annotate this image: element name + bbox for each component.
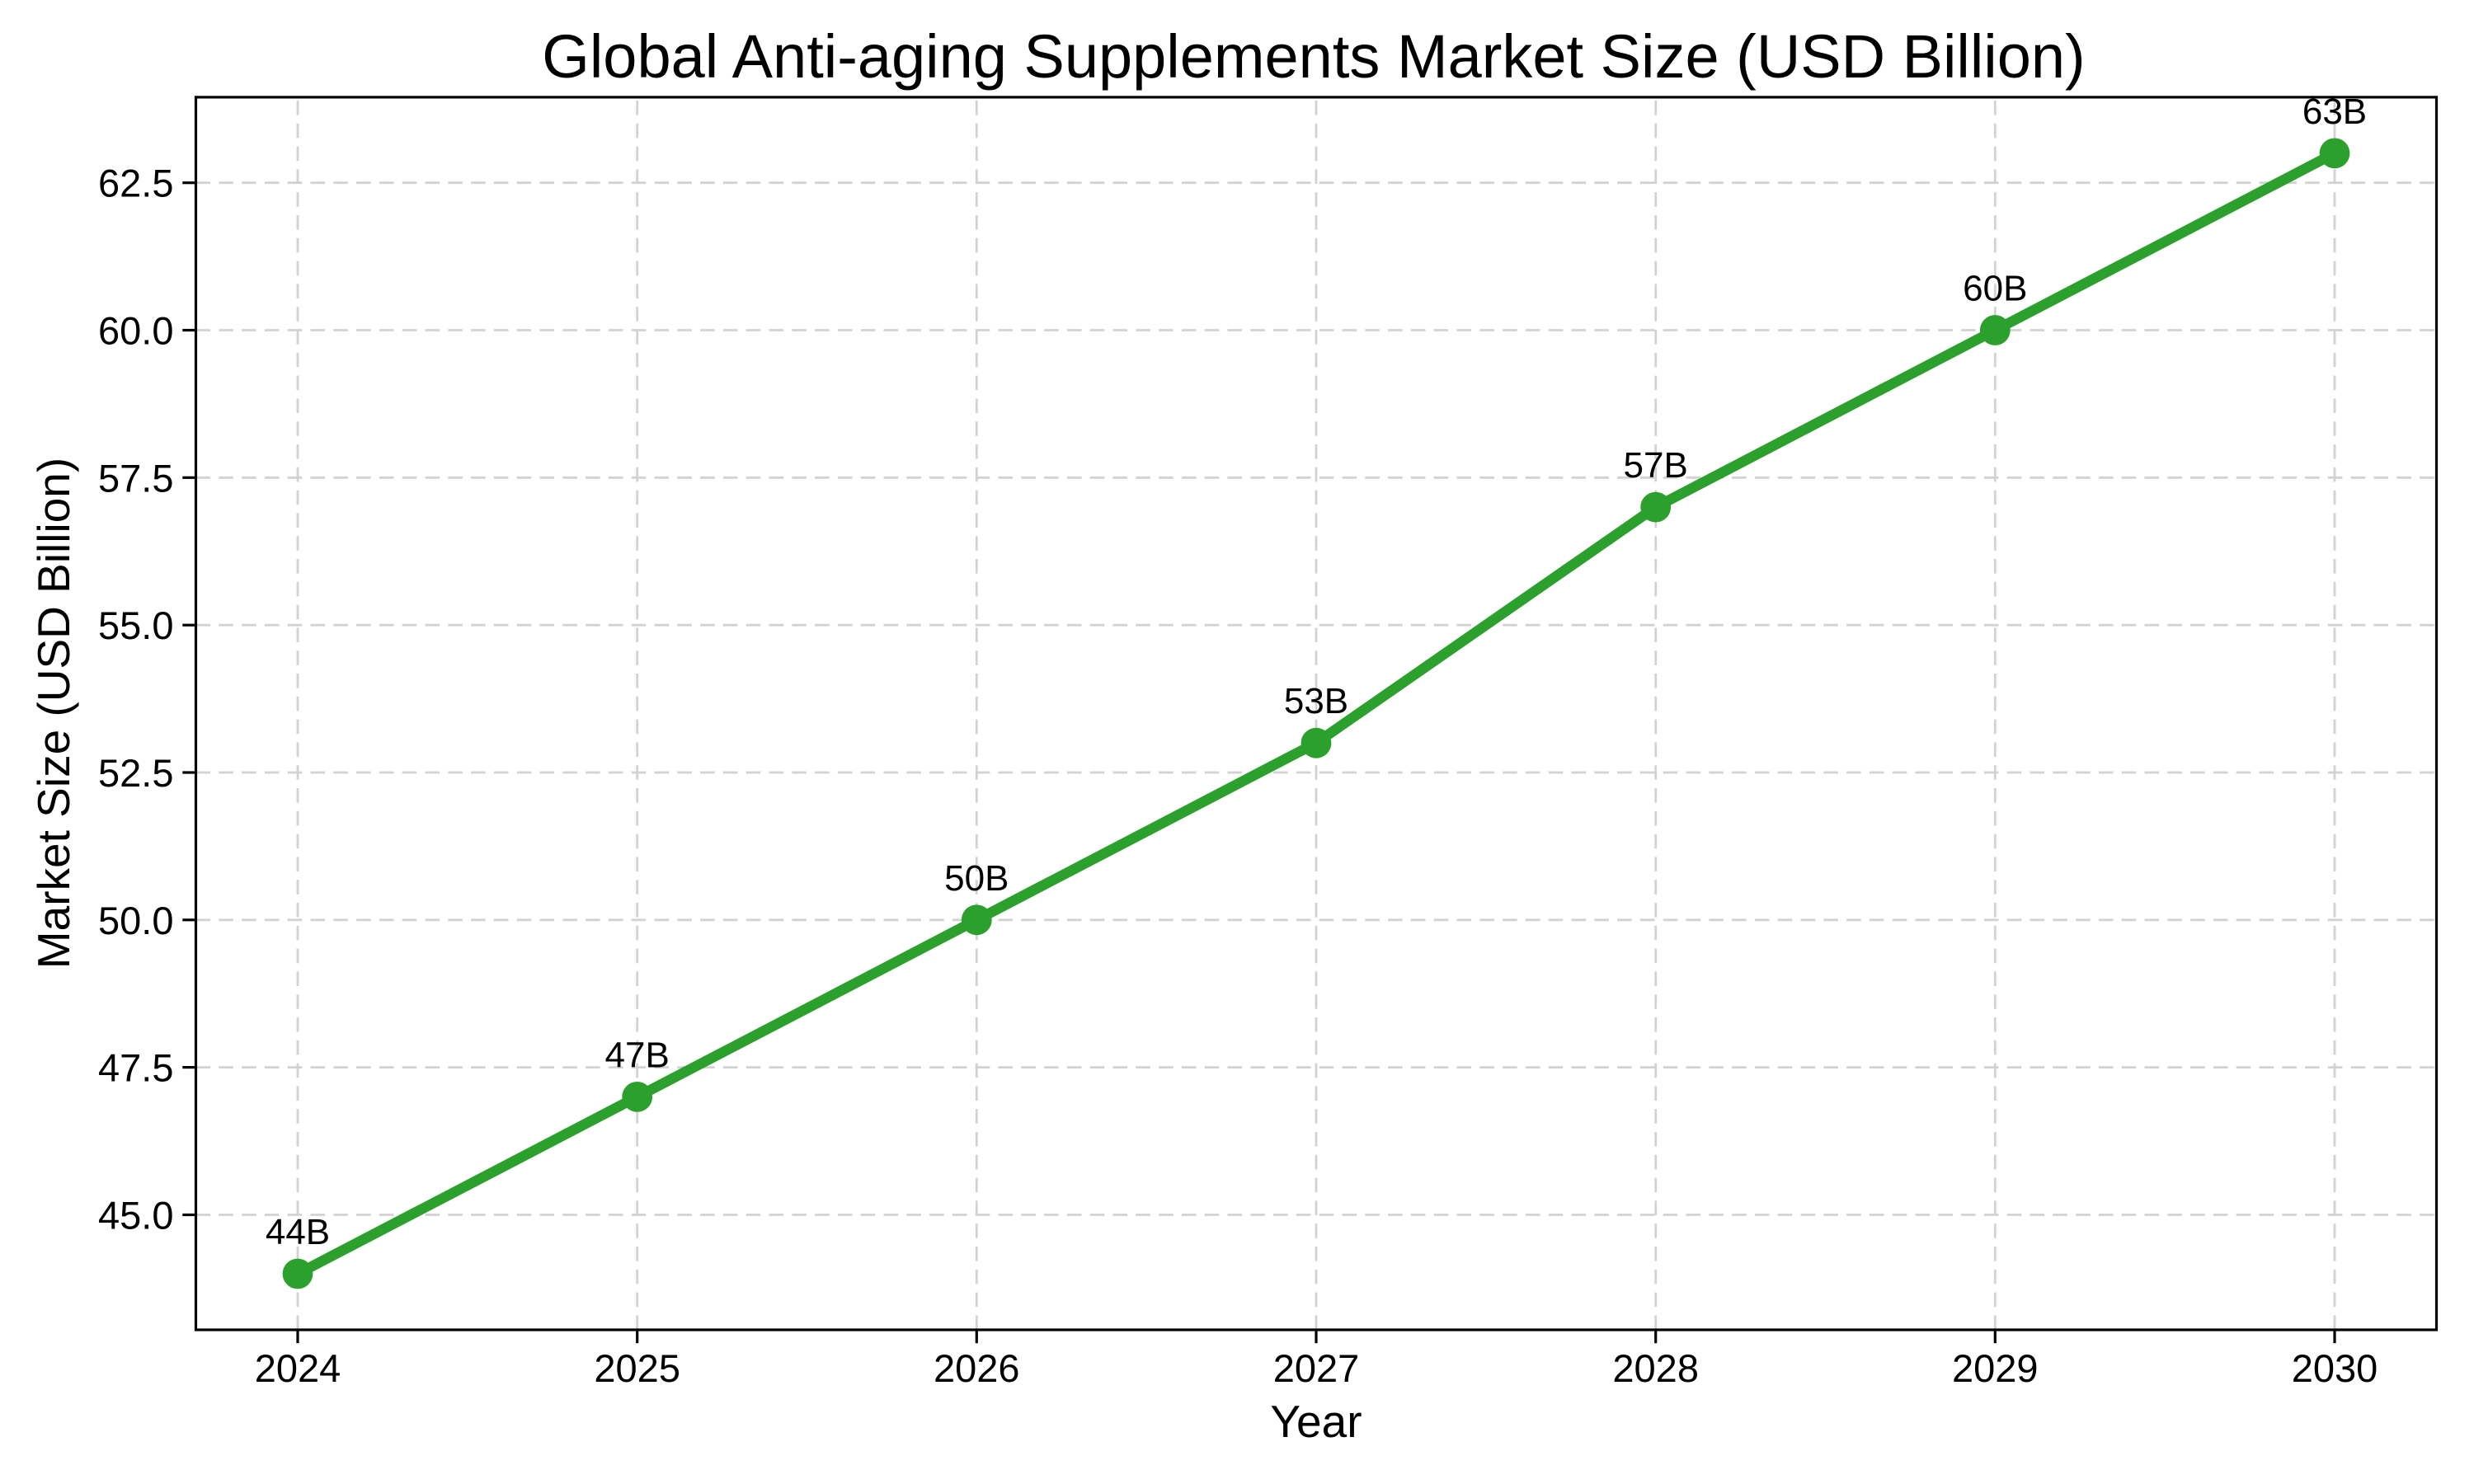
svg-text:62.5: 62.5 <box>98 162 173 205</box>
svg-text:2025: 2025 <box>594 1346 680 1390</box>
svg-text:47.5: 47.5 <box>98 1046 173 1090</box>
svg-text:57.5: 57.5 <box>98 456 173 500</box>
svg-text:2029: 2029 <box>1952 1346 2039 1390</box>
svg-text:45.0: 45.0 <box>98 1194 173 1237</box>
svg-text:2028: 2028 <box>1612 1346 1699 1390</box>
svg-text:2027: 2027 <box>1273 1346 1360 1390</box>
svg-text:52.5: 52.5 <box>98 751 173 795</box>
svg-text:50.0: 50.0 <box>98 899 173 942</box>
svg-text:50B: 50B <box>944 858 1009 899</box>
svg-text:47B: 47B <box>605 1035 670 1075</box>
svg-text:2024: 2024 <box>255 1346 341 1390</box>
svg-text:57B: 57B <box>1624 445 1688 486</box>
svg-text:Global Anti-aging Supplements: Global Anti-aging Supplements Market Siz… <box>542 22 2085 91</box>
svg-text:2030: 2030 <box>2292 1346 2378 1390</box>
svg-text:60.0: 60.0 <box>98 309 173 353</box>
svg-text:Year: Year <box>1270 1396 1362 1447</box>
svg-text:2026: 2026 <box>934 1346 1020 1390</box>
svg-text:60B: 60B <box>1963 269 2027 309</box>
svg-text:Market Size (USD Billion): Market Size (USD Billion) <box>28 458 79 969</box>
svg-text:53B: 53B <box>1284 681 1348 721</box>
svg-text:44B: 44B <box>266 1212 330 1252</box>
svg-text:63B: 63B <box>2302 92 2367 132</box>
svg-text:55.0: 55.0 <box>98 603 173 647</box>
